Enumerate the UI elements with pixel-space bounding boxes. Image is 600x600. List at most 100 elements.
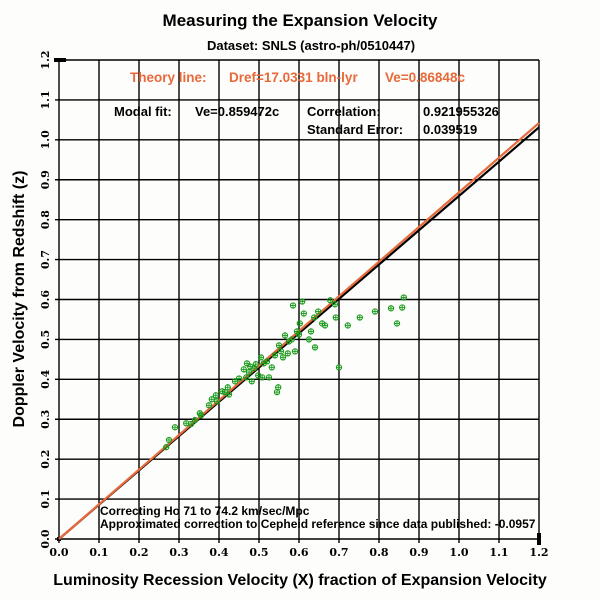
data-point	[268, 364, 275, 371]
data-point	[197, 412, 205, 419]
y-tick-label: 0.1	[39, 490, 52, 509]
y-tick-label: 0.8	[39, 210, 52, 229]
x-tick-label: 0.6	[289, 546, 308, 559]
theory-label: Theory line:	[130, 70, 207, 85]
data-point	[191, 416, 199, 424]
data-point	[235, 375, 243, 382]
x-tick-label: 0.1	[89, 546, 108, 559]
correction-note-1: Correcting Ho 71 to 74.2 km/sec/Mpc	[100, 504, 310, 518]
data-point	[296, 320, 303, 327]
data-point	[187, 420, 195, 428]
standard-error-label: Standard Error:	[307, 122, 403, 137]
data-point	[387, 305, 395, 312]
theory-dref: Dref=17.0331 bln-lyr	[229, 70, 358, 85]
y-tick-label: 0.6	[39, 290, 52, 309]
data-point	[295, 331, 303, 338]
data-point	[311, 314, 318, 321]
x-axis-label: Luminosity Recession Velocity (X) fracti…	[53, 572, 547, 589]
y-tick-label: 0.5	[39, 330, 52, 349]
data-point	[257, 354, 265, 361]
data-point	[212, 392, 219, 399]
data-point	[277, 348, 285, 355]
y-tick-label: 0.0	[39, 529, 52, 548]
data-point	[205, 402, 213, 409]
scatter-points	[163, 294, 407, 451]
data-point	[171, 424, 179, 431]
data-point	[288, 336, 295, 343]
data-point	[356, 314, 363, 321]
data-point	[248, 378, 255, 385]
data-point	[245, 368, 253, 376]
standard-error-value: 0.039519	[423, 122, 477, 137]
x-tick-label: 1.1	[489, 546, 508, 559]
data-point	[305, 336, 313, 343]
x-tick-label: 0.8	[369, 546, 388, 559]
data-point	[279, 354, 287, 361]
y-tick-label: 0.9	[39, 170, 52, 189]
data-point	[265, 374, 273, 381]
y-tick-label: 1.2	[39, 50, 52, 69]
chart-subtitle: Dataset: SNLS (astro-ph/0510447)	[207, 38, 415, 53]
x-tick-label: 1.2	[529, 546, 548, 559]
data-point	[259, 374, 266, 381]
x-tick-label: 0.0	[49, 546, 68, 559]
x-tick-label: 0.5	[249, 546, 268, 559]
data-point	[399, 304, 406, 311]
y-tick-label: 0.2	[39, 450, 52, 469]
data-point	[307, 328, 315, 335]
correction-note-2: Approximated correction to Cepheid refer…	[100, 517, 536, 531]
x-tick-label: 0.7	[329, 546, 348, 559]
chart-title: Measuring the Expansion Velocity	[163, 11, 438, 30]
data-point	[321, 322, 329, 329]
grid	[54, 58, 541, 545]
data-point	[275, 384, 282, 391]
data-point	[284, 350, 291, 357]
y-tick-label: 1.1	[39, 90, 52, 109]
data-point	[165, 436, 173, 444]
data-point	[224, 384, 231, 391]
data-point	[300, 310, 307, 317]
data-point	[335, 364, 343, 371]
data-point	[371, 308, 379, 315]
data-point	[243, 374, 250, 381]
y-tick-label: 0.7	[39, 250, 52, 269]
tick-labels: 0.0 0.1 0.2 0.3 0.4 0.5 0.6 0.7 0.8 0.9 1.0 1.1 1.2 0…	[39, 50, 549, 559]
data-point	[331, 301, 339, 308]
modal-fit-ve: Ve=0.859472c	[195, 104, 279, 119]
data-point	[291, 348, 299, 355]
correlation-value: 0.921955326	[423, 104, 499, 119]
data-point	[344, 322, 351, 329]
data-point	[311, 344, 319, 351]
y-tick-label: 0.4	[39, 369, 52, 388]
data-point	[252, 361, 259, 368]
data-point	[299, 298, 306, 305]
y-tick-label: 0.3	[39, 410, 52, 429]
data-point	[243, 360, 251, 367]
data-point	[289, 302, 297, 309]
x-tick-label: 0.9	[409, 546, 428, 559]
y-axis-label: Doppler Velocity from Redshift (z)	[11, 171, 28, 428]
data-point	[281, 332, 289, 339]
correlation-label: Correlation:	[307, 104, 381, 119]
theory-ve: Ve=0.86848c	[385, 70, 465, 85]
data-point	[263, 358, 271, 365]
data-point	[275, 342, 283, 349]
data-point	[208, 396, 215, 403]
x-tick-label: 1.0	[449, 546, 468, 559]
data-point	[271, 352, 279, 359]
data-point	[163, 444, 170, 451]
y-tick-label: 1.0	[39, 130, 52, 149]
modal-fit-label: Modal fit:	[114, 104, 172, 119]
data-point	[332, 314, 339, 321]
x-tick-label: 0.2	[129, 546, 148, 559]
data-point	[225, 391, 233, 398]
x-tick-label: 0.3	[169, 546, 188, 559]
data-point	[393, 320, 401, 327]
data-point	[327, 297, 334, 304]
data-point	[213, 398, 221, 405]
data-point	[400, 294, 407, 301]
x-tick-label: 0.4	[209, 546, 228, 559]
data-point	[315, 308, 322, 315]
data-point	[240, 366, 247, 373]
